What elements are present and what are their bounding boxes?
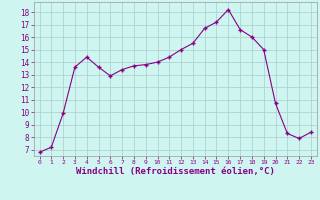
X-axis label: Windchill (Refroidissement éolien,°C): Windchill (Refroidissement éolien,°C) xyxy=(76,167,275,176)
